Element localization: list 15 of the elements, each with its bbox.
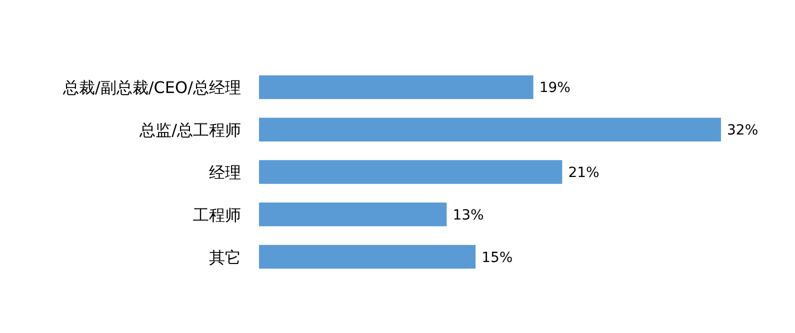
data-label: 15% <box>482 250 513 266</box>
y-tick-label: 经理 <box>209 163 241 182</box>
bar <box>259 160 562 184</box>
bar <box>259 118 721 142</box>
y-tick-label: 其它 <box>209 248 241 267</box>
data-label: 19% <box>539 80 570 96</box>
bar <box>259 244 476 269</box>
data-label: 32% <box>727 122 758 139</box>
bar <box>259 202 447 226</box>
data-label: 21% <box>568 165 600 181</box>
y-tick-label: 总监/总工程师 <box>138 120 241 140</box>
y-tick-label: 总裁/副总裁/CEO/总经理 <box>62 78 241 98</box>
y-tick-label: 工程师 <box>193 205 241 224</box>
data-label: 13% <box>452 207 484 224</box>
bar <box>259 75 534 100</box>
